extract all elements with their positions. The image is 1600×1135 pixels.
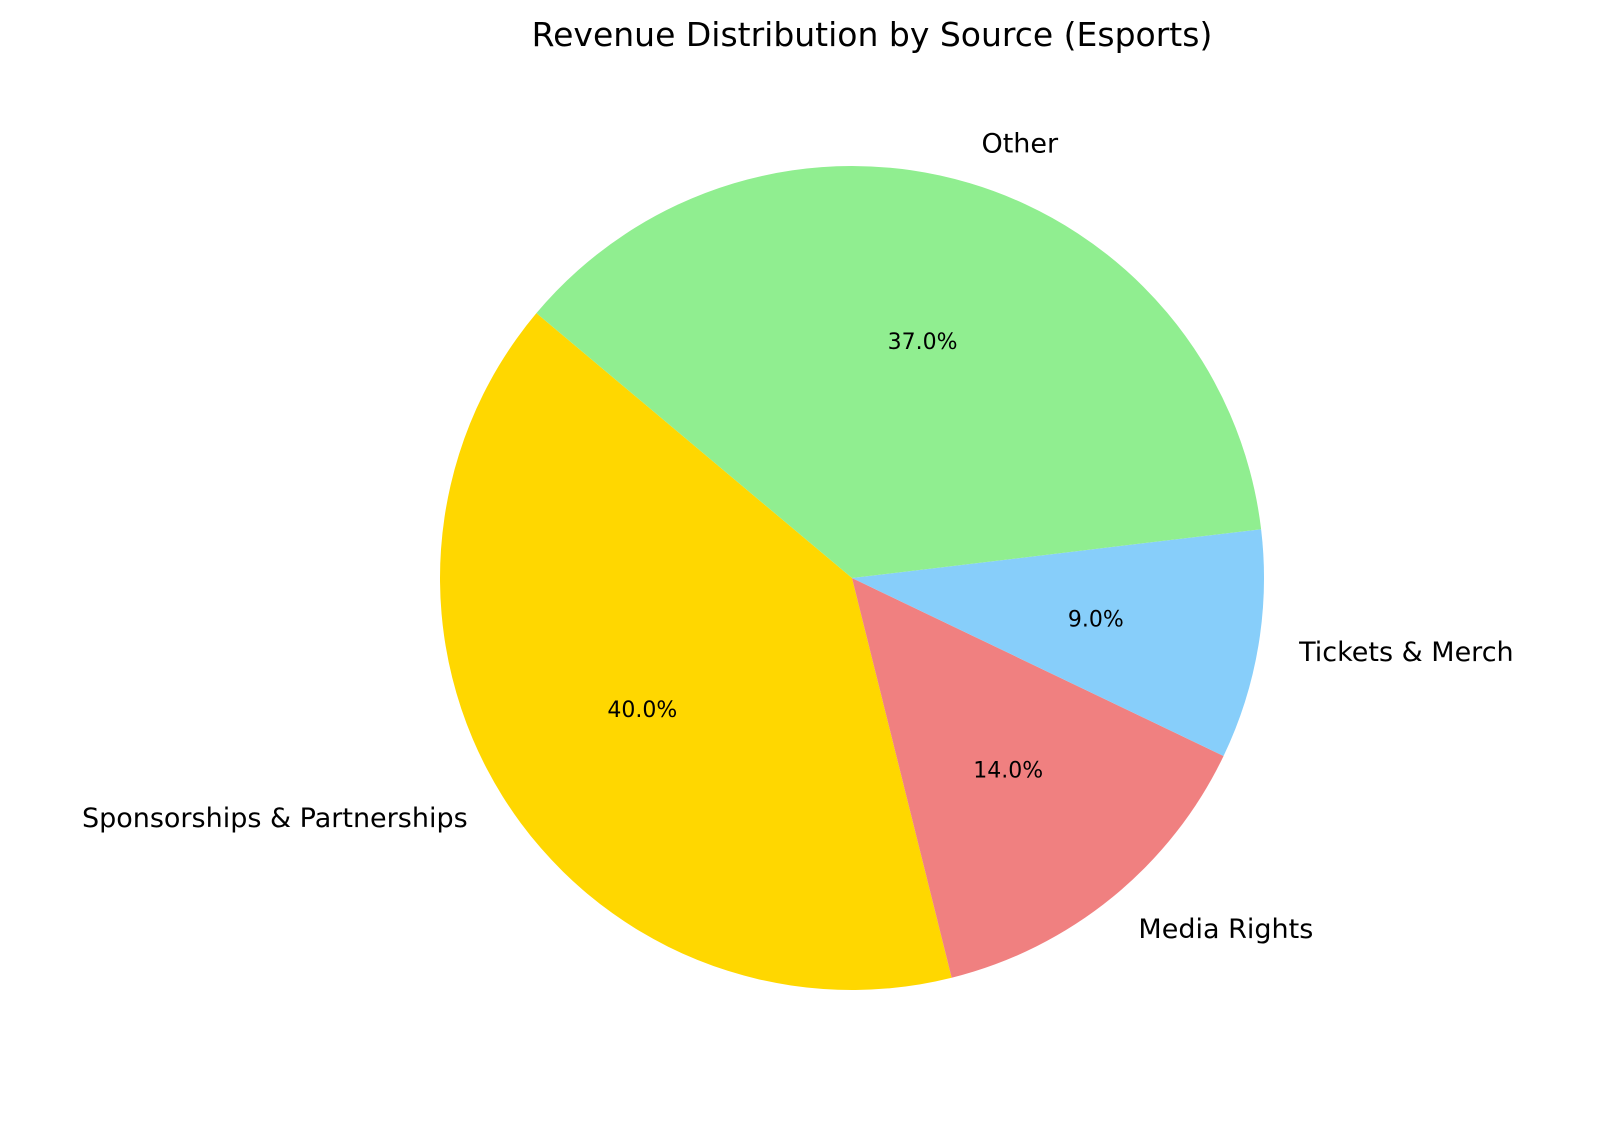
pie-slice bbox=[440, 313, 952, 990]
slice-category-label: Other bbox=[981, 129, 1059, 160]
slice-percentage-label: 40.0% bbox=[607, 698, 677, 723]
slice-category-label: Media Rights bbox=[1138, 914, 1313, 945]
slice-category-label: Sponsorships & Partnerships bbox=[82, 803, 468, 834]
pie-slice bbox=[536, 166, 1262, 578]
pie-slice bbox=[852, 529, 1264, 757]
slice-category-label: Tickets & Merch bbox=[1298, 637, 1514, 668]
chart-title: Revenue Distribution by Source (Esports) bbox=[532, 15, 1213, 54]
slice-percentage-label: 14.0% bbox=[973, 759, 1043, 784]
slice-percentage-label: 37.0% bbox=[888, 330, 958, 355]
pie-slice bbox=[852, 578, 1224, 978]
slice-percentage-label: 9.0% bbox=[1068, 607, 1124, 632]
